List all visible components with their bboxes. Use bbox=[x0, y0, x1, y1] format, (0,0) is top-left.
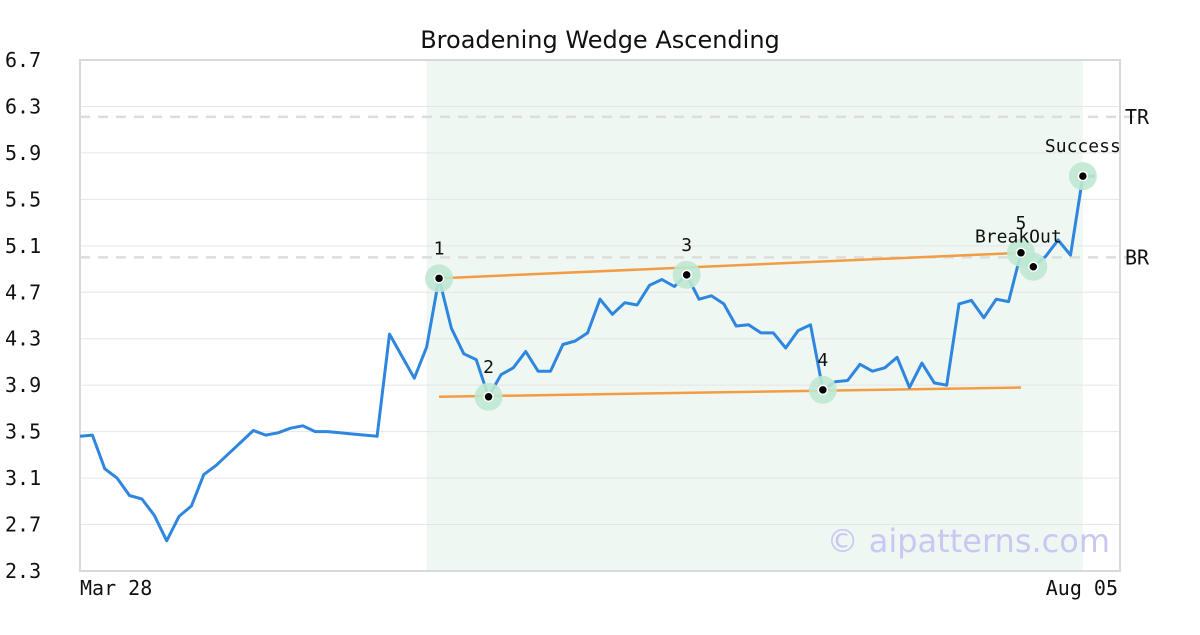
point-marker bbox=[1028, 261, 1039, 272]
point-marker bbox=[1077, 170, 1089, 182]
y-tick-label: 3.1 bbox=[5, 466, 41, 490]
point-label: BreakOut bbox=[975, 227, 1062, 248]
y-tick-label: 5.9 bbox=[5, 141, 41, 165]
point-label: 5 bbox=[1016, 213, 1027, 234]
price-line bbox=[79, 175, 1085, 543]
y-tick-label: 4.7 bbox=[5, 280, 41, 304]
y-tick-label: 3.9 bbox=[5, 373, 41, 397]
plot-frame bbox=[79, 59, 1121, 572]
y-tick-label: 3.5 bbox=[5, 420, 41, 444]
y-tick-label: 5.1 bbox=[5, 234, 41, 258]
y-tick-label: 6.7 bbox=[5, 48, 41, 72]
x-tick-label-start: Mar 28 bbox=[80, 576, 152, 600]
point-marker bbox=[817, 384, 829, 396]
watermark: © aipatterns.com bbox=[827, 522, 1110, 560]
level-lines: TR BR bbox=[80, 105, 1150, 269]
grid-lines bbox=[80, 59, 1120, 572]
trend-line bbox=[438, 251, 1022, 280]
point-label: Success bbox=[1045, 136, 1121, 157]
y-tick-label: 6.3 bbox=[5, 94, 41, 118]
point-label: 1 bbox=[434, 238, 445, 259]
point-marker bbox=[681, 269, 692, 281]
x-tick-label-end: Aug 05 bbox=[1046, 576, 1118, 600]
pattern-region bbox=[426, 60, 1083, 571]
y-tick-label: 4.3 bbox=[5, 327, 41, 351]
point-marker bbox=[433, 273, 445, 284]
trend-line bbox=[439, 386, 1021, 399]
y-tick-label: 5.5 bbox=[5, 187, 41, 211]
point-marker bbox=[483, 391, 494, 403]
y-axis: 2.3 2.7 3.1 3.5 3.9 4.3 4.7 5.1 5.5 5.9 6.3 6.7 bbox=[5, 48, 41, 583]
point-label: 3 bbox=[681, 235, 692, 256]
y-tick-label: 2.3 bbox=[5, 559, 41, 583]
chart-title: Broadening Wedge Ascending bbox=[420, 26, 780, 54]
point-label: 2 bbox=[483, 357, 494, 378]
y-tick-label: 2.7 bbox=[5, 513, 41, 537]
level-label-tr: TR bbox=[1125, 105, 1150, 129]
level-label-br: BR bbox=[1125, 245, 1150, 269]
point-marker bbox=[1015, 247, 1027, 259]
point-label: 4 bbox=[817, 350, 828, 371]
